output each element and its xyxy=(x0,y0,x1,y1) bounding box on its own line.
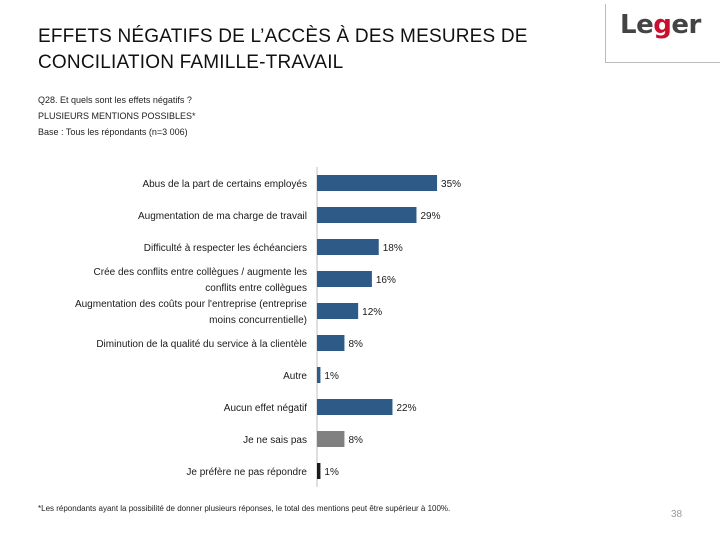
value-label: 8% xyxy=(348,435,363,446)
category-label: Je ne sais pas xyxy=(243,435,307,446)
bar xyxy=(317,431,345,447)
bar-chart: 35% Abus de la part de certains employés 2… xyxy=(75,167,461,487)
value-label: 8% xyxy=(348,339,363,350)
page-number: 38 xyxy=(671,509,683,520)
value-label: 1% xyxy=(324,371,339,382)
logo-text-b: er xyxy=(671,10,701,40)
title-line-1: EFFETS NÉGATIFS DE L’ACCÈS À DES MESURES… xyxy=(38,26,528,47)
question-block: Q28. Et quels sont les effets négatifs ?… xyxy=(38,92,196,140)
mentions-note: PLUSIEURS MENTIONS POSSIBLES* xyxy=(38,111,196,121)
bar xyxy=(317,367,321,383)
value-label: 12% xyxy=(362,307,382,318)
category-label: Crée des conflits entre collègues / augm… xyxy=(94,267,307,278)
category-label: Diminution de la qualité du service à la… xyxy=(96,339,307,350)
value-label: 29% xyxy=(420,211,440,222)
base-note: Base : Tous les répondants (n=3 006) xyxy=(38,127,188,137)
bar xyxy=(317,175,438,191)
value-label: 35% xyxy=(441,179,461,190)
value-label: 16% xyxy=(376,275,396,286)
category-label: conflits entre collègues xyxy=(205,283,307,294)
bar xyxy=(317,239,379,255)
leger-logo: Leger xyxy=(620,10,701,50)
category-label: Abus de la part de certains employés xyxy=(142,179,307,190)
bar xyxy=(317,207,417,223)
logo-text-g: g xyxy=(653,10,672,40)
value-label: 22% xyxy=(396,403,416,414)
footnote: *Les répondants ayant la possibilité de … xyxy=(38,504,451,513)
category-label: Aucun effet négatif xyxy=(224,403,307,414)
bar xyxy=(317,271,372,287)
bar xyxy=(317,399,393,415)
logo-divider xyxy=(605,4,606,62)
value-label: 18% xyxy=(383,243,403,254)
category-label: Difficulté à respecter les échéanciers xyxy=(144,243,307,254)
page-title: EFFETS NÉGATIFS DE L’ACCÈS À DES MESURES… xyxy=(38,24,558,76)
logo-underline xyxy=(605,62,720,63)
logo-text-a: Le xyxy=(620,10,654,40)
category-label: moins concurrentielle) xyxy=(209,315,307,326)
value-label: 1% xyxy=(324,467,339,478)
title-line-2: CONCILIATION FAMILLE-TRAVAIL xyxy=(38,52,344,73)
category-label: Augmentation de ma charge de travail xyxy=(138,211,307,222)
category-label: Augmentation des coûts pour l'entreprise… xyxy=(75,299,307,310)
bar xyxy=(317,463,321,479)
bar xyxy=(317,335,345,351)
category-label: Autre xyxy=(283,371,307,382)
question-text: Q28. Et quels sont les effets négatifs ? xyxy=(38,95,192,105)
category-label: Je préfère ne pas répondre xyxy=(186,467,307,478)
bar xyxy=(317,303,359,319)
